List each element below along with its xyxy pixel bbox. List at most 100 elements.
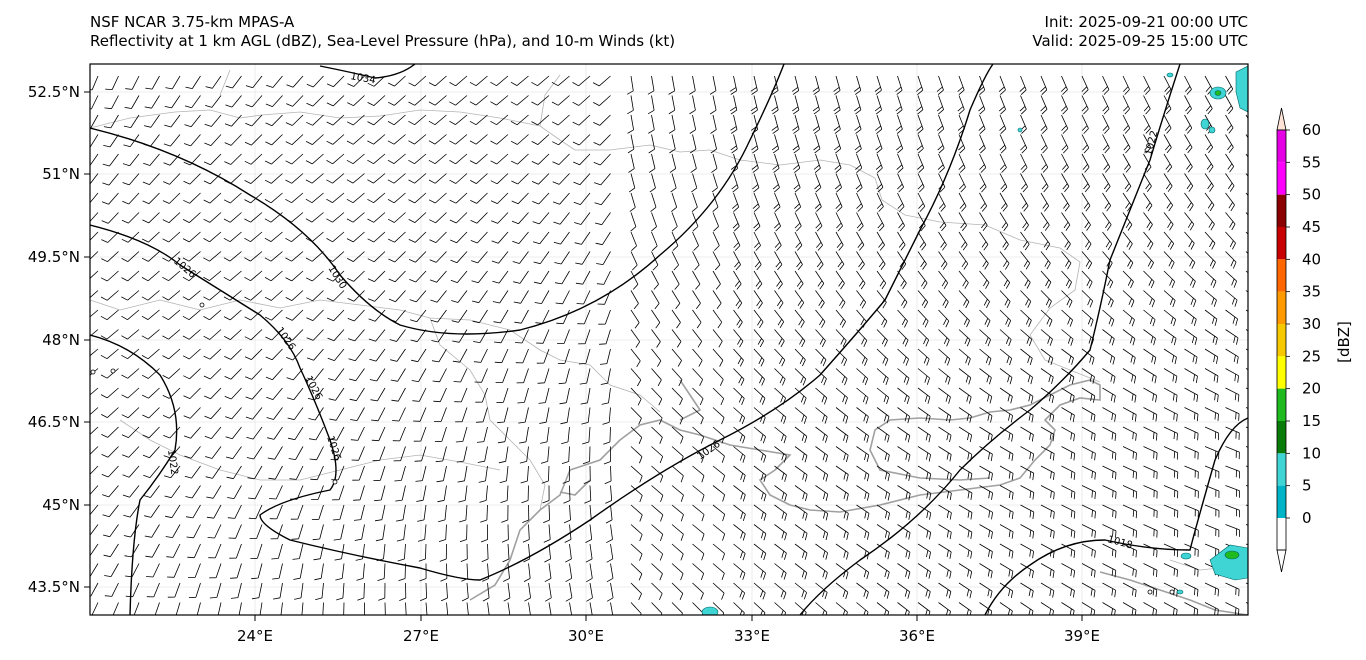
isobar-label: 1026 (324, 435, 342, 463)
wind-barb (1184, 504, 1199, 518)
wind-barb (1081, 153, 1090, 173)
wind-barb (572, 95, 591, 106)
wind-barb (388, 270, 406, 283)
wind-barb (121, 348, 140, 360)
wind-barb (750, 75, 758, 95)
wind-barb (436, 465, 447, 483)
wind-barb (368, 309, 386, 322)
wind-barb (751, 134, 759, 154)
wind-barb (346, 231, 365, 243)
wind-barb (1081, 270, 1093, 289)
colorbar-segment (1277, 130, 1286, 163)
wind-barb (145, 543, 160, 558)
wind-barb (1102, 309, 1115, 327)
colorbar-segment (1277, 518, 1286, 550)
wind-barb (102, 153, 119, 167)
wind-barb (958, 582, 972, 599)
wind-barb (1163, 329, 1177, 346)
wind-barb (1061, 134, 1069, 154)
wind-barb (630, 387, 642, 406)
wind-barb (102, 485, 119, 498)
wind-barb (630, 446, 643, 464)
wind-barb (733, 524, 746, 541)
wind-barb (410, 329, 427, 343)
wind-barb (522, 524, 530, 543)
wind-barb (306, 95, 324, 107)
lon-tick-label: 24°E (237, 627, 273, 645)
wind-barb (876, 212, 885, 232)
wind-barb (671, 426, 684, 444)
wind-barb (184, 114, 201, 128)
wind-barb (249, 524, 263, 539)
wind-barb (162, 290, 181, 301)
wind-barb (248, 504, 263, 520)
wind-barb (515, 348, 529, 364)
wind-barb (1020, 465, 1035, 481)
wind-barb (957, 95, 965, 115)
wind-barb (185, 75, 201, 89)
wind-barb (1061, 212, 1071, 231)
wind-barb (1102, 212, 1112, 231)
wind-barb (1225, 407, 1240, 421)
wind-barb (1061, 290, 1073, 308)
wind-barb (285, 290, 304, 301)
wind-barb (1040, 485, 1055, 500)
wind-barb (1143, 75, 1151, 95)
wind-barb (326, 173, 345, 184)
wind-barb (1081, 563, 1096, 578)
wind-barb (515, 329, 529, 344)
wind-barb (710, 114, 717, 134)
wind-barb (551, 114, 570, 126)
wind-barb (1122, 114, 1131, 134)
wind-barb (1020, 446, 1034, 461)
wind-barb (348, 348, 365, 362)
wind-barb (917, 270, 928, 290)
wind-barb (917, 543, 931, 559)
wind-barb (228, 524, 242, 539)
wind-barb (603, 446, 611, 465)
colorbar-tick-label: 0 (1302, 509, 1312, 527)
wind-barb (999, 329, 1012, 347)
wind-barb (958, 426, 973, 442)
wind-barb (1163, 387, 1178, 403)
wind-barb (876, 192, 884, 212)
wind-barb (730, 134, 738, 154)
title-left: NSF NCAR 3.75-km MPAS-A Reflectivity at … (90, 13, 675, 51)
wind-barb (1204, 251, 1216, 269)
wind-barb (733, 485, 746, 502)
wind-barb (1184, 173, 1194, 192)
colorbar-tick-label: 15 (1302, 412, 1321, 430)
wind-barb (513, 290, 529, 304)
wind-barb (326, 134, 345, 145)
wind-barb (332, 504, 345, 521)
wind-barb (144, 114, 160, 128)
wind-barb (90, 114, 99, 129)
wind-barb (1163, 309, 1177, 327)
wind-barb (265, 329, 283, 341)
wind-barb (373, 465, 386, 481)
wind-barb (188, 582, 201, 598)
wind-barb (835, 348, 848, 367)
wind-barb (355, 543, 365, 561)
wind-barb (536, 329, 550, 344)
wind-barb (408, 192, 427, 204)
wind-barb (1020, 192, 1029, 212)
wind-barb (812, 114, 821, 134)
colorbar-segment (1277, 291, 1286, 324)
wind-barb (476, 407, 488, 423)
wind-barb (453, 368, 468, 383)
isobar-1034 (319, 64, 416, 79)
wind-barb (578, 348, 591, 365)
wind-barb (186, 524, 201, 539)
wind-barb (521, 485, 529, 504)
wind-barb (244, 251, 263, 262)
wind-barb (141, 251, 160, 262)
wind-barb (182, 212, 201, 223)
wind-barb (917, 485, 932, 501)
wind-barb (917, 602, 931, 615)
colorbar-tick-label: 55 (1302, 153, 1321, 171)
wind-barb (1225, 290, 1238, 307)
wind-barb (397, 543, 406, 562)
wind-barb (958, 173, 966, 193)
wind-barb (629, 192, 636, 212)
